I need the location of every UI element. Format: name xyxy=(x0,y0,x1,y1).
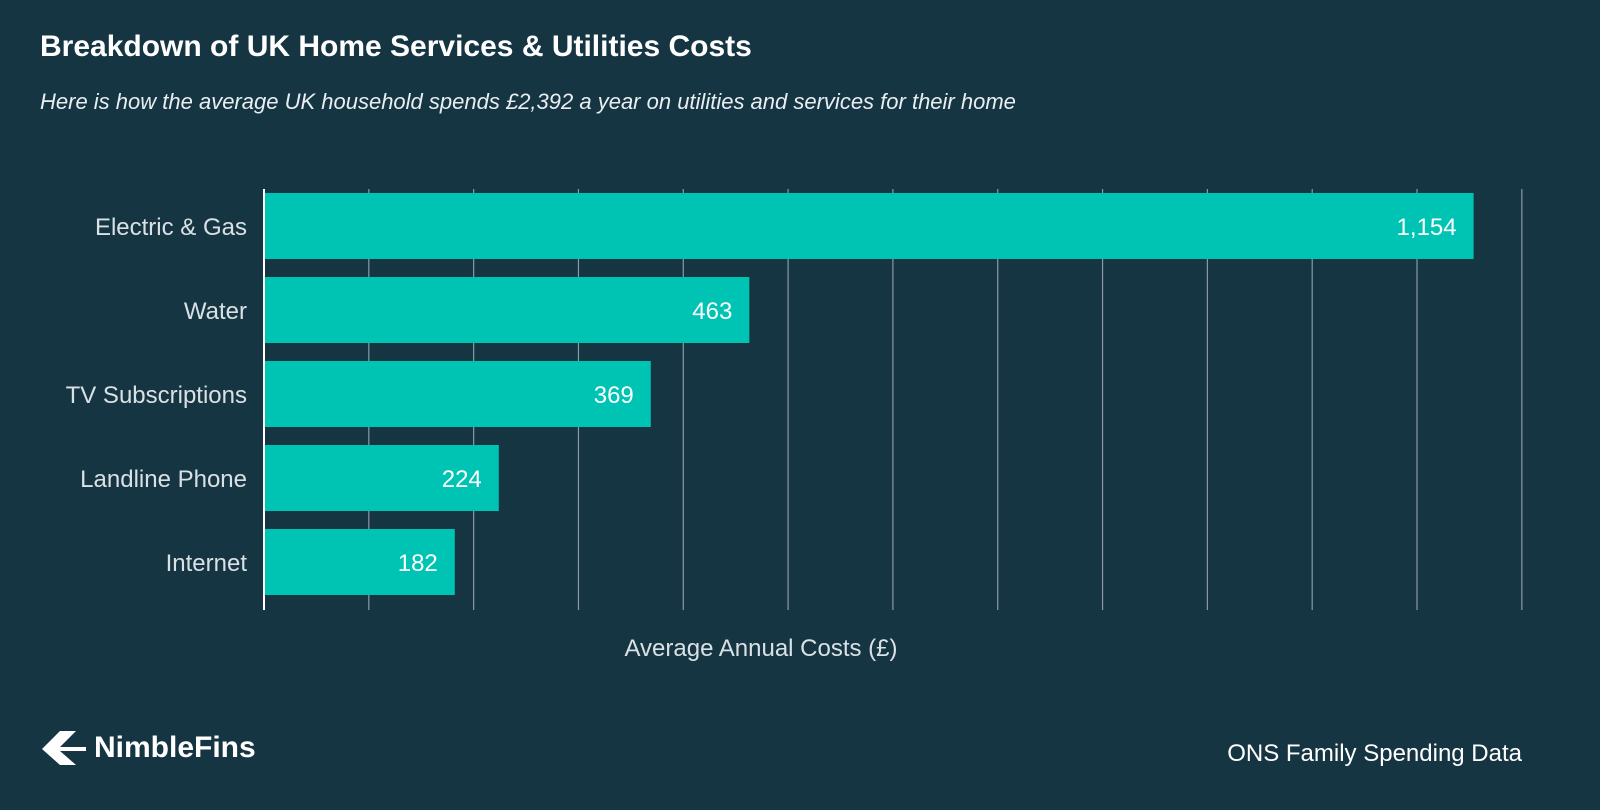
data-label: 182 xyxy=(398,550,438,577)
bar xyxy=(264,277,750,343)
x-axis-label: Average Annual Costs (£) xyxy=(624,635,897,662)
bar xyxy=(264,529,455,595)
data-label: 224 xyxy=(442,466,482,493)
chart-subtitle: Here is how the average UK household spe… xyxy=(40,89,1016,114)
brand-name: NimbleFins xyxy=(94,731,256,764)
data-label: 1,154 xyxy=(1397,214,1457,241)
chart-title: Breakdown of UK Home Services & Utilitie… xyxy=(40,30,752,63)
category-label: Electric & Gas xyxy=(95,214,247,241)
data-label: 369 xyxy=(594,382,634,409)
bar xyxy=(264,445,499,511)
category-label: Internet xyxy=(166,550,248,577)
category-label: TV Subscriptions xyxy=(66,382,247,409)
bar xyxy=(264,361,651,427)
category-label: Water xyxy=(184,298,247,325)
category-label: Landline Phone xyxy=(80,466,247,493)
data-source: ONS Family Spending Data xyxy=(1227,740,1522,767)
data-label: 463 xyxy=(692,298,732,325)
bar xyxy=(264,193,1474,259)
nimblefins-logo-icon xyxy=(42,731,86,765)
brand-logo: NimbleFins xyxy=(40,728,256,768)
